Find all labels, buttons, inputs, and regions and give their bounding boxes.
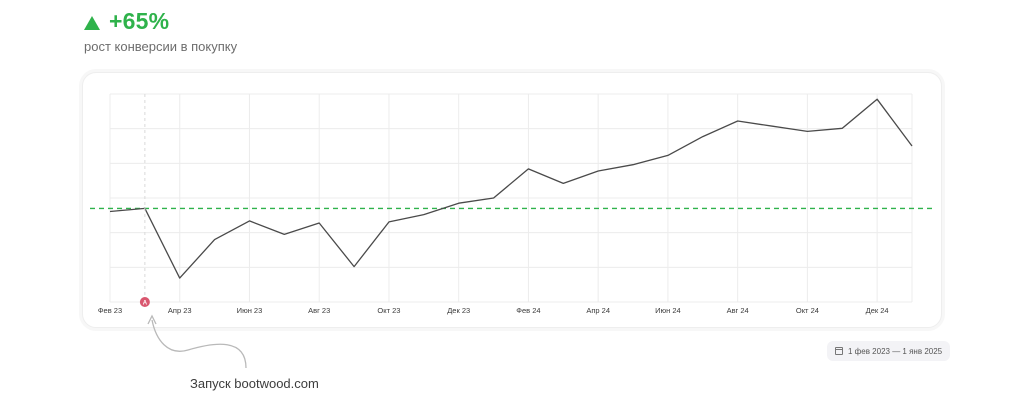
x-axis-ticks: Фев 23 Апр 23 Июн 23 Авг 23 Окт 23 Дек 23 Фев … — [98, 306, 889, 315]
annotation-marker-label: A — [143, 300, 148, 306]
annotation-layer: A — [139, 94, 247, 369]
annotation-arrowhead — [147, 314, 157, 325]
data-point — [911, 145, 914, 148]
data-point — [283, 233, 286, 236]
x-tick-label: Авг 24 — [727, 306, 749, 315]
x-tick-label: Окт 24 — [796, 306, 819, 315]
data-point — [109, 210, 112, 213]
x-tick-label: Окт 23 — [377, 306, 400, 315]
x-tick-label: Дек 23 — [447, 306, 470, 315]
date-range-label: 1 фев 2023 — 1 янв 2025 — [848, 346, 943, 356]
data-point — [178, 277, 181, 280]
chart-card — [82, 72, 942, 328]
kpi-value: +65% — [109, 8, 170, 34]
annotation-arrow — [151, 319, 247, 369]
data-point — [667, 154, 670, 157]
data-point — [492, 197, 495, 200]
chart-grid — [109, 93, 913, 303]
data-point — [422, 213, 425, 216]
annotation-text: Запуск bootwood.com — [190, 376, 319, 391]
x-tick-label: Июн 23 — [237, 306, 263, 315]
data-point — [701, 135, 704, 138]
data-point — [353, 265, 356, 268]
data-point — [527, 167, 530, 170]
data-point — [318, 222, 321, 225]
x-tick-label: Авг 23 — [308, 306, 330, 315]
kpi-caption: рост конверсии в покупку — [84, 39, 238, 54]
x-tick-label: Фев 24 — [516, 306, 540, 315]
series-line — [109, 98, 913, 279]
data-point — [632, 163, 635, 166]
data-point — [841, 127, 844, 130]
arrow-up-icon — [84, 15, 100, 30]
data-point — [876, 98, 879, 101]
data-point — [736, 120, 739, 123]
data-point — [771, 125, 774, 128]
data-point — [248, 219, 251, 222]
data-point — [806, 130, 809, 133]
x-tick-label: Июн 24 — [655, 306, 681, 315]
kpi-header: +65% — [84, 8, 169, 35]
data-point — [213, 238, 216, 241]
data-point — [457, 202, 460, 205]
annotation-marker — [139, 297, 150, 307]
data-point — [597, 170, 600, 173]
calendar-icon — [835, 347, 843, 355]
data-point — [562, 182, 565, 185]
series-layer — [109, 98, 914, 280]
x-tick-label: Дек 24 — [866, 306, 889, 315]
x-tick-label: Апр 23 — [168, 306, 192, 315]
x-tick-label: Фев 23 — [98, 306, 122, 315]
x-tick-label: Апр 24 — [586, 306, 610, 315]
data-point — [388, 221, 391, 224]
date-range-button[interactable]: 1 фев 2023 — 1 янв 2025 — [827, 341, 951, 361]
